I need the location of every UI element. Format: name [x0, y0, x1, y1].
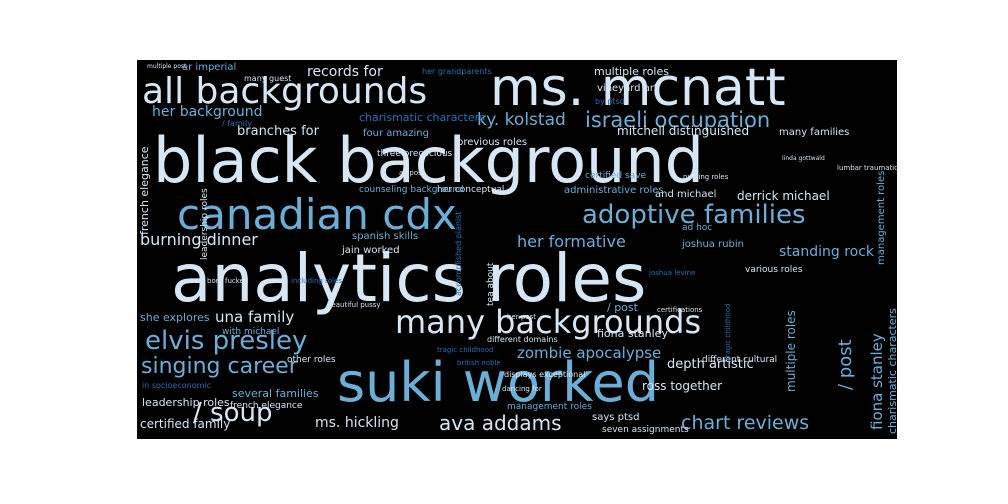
word-four-grandchildren: linda gottwald	[782, 155, 825, 162]
word-british-noble: certifications	[657, 306, 703, 314]
word-black-background: black background	[153, 124, 704, 197]
word-mitchell-distinguished: mitchell distinguished	[617, 124, 750, 138]
word-ms-hickling: ms. hickling	[315, 415, 399, 431]
word-spanish-skills: and michael	[655, 189, 717, 200]
word-ms-mcnatt: ms. mcnatt	[490, 60, 786, 118]
word-certified-family: certified family	[140, 417, 231, 431]
word-ms-susannah: multiple post	[147, 63, 187, 70]
word-all-ages: british noble	[457, 359, 501, 367]
word-joshua-levine: nursing roles	[683, 173, 729, 181]
word-many-families: multiple roles	[594, 65, 669, 78]
word-counseling-background: different domains	[487, 335, 558, 344]
word-leadership-roles: leadership roles	[200, 188, 210, 260]
word-nursing-roles: by ptsd	[595, 97, 625, 106]
word-derrick-michael: derrick michael	[737, 189, 830, 203]
word-tea-about: tea about	[486, 262, 496, 306]
word-different-domains: various roles	[745, 265, 803, 275]
word-lumbar-traumatic: including roles	[291, 277, 343, 285]
word-in-socioeconomic: with michael	[222, 327, 280, 337]
word-lovely-asian: tragic childhood	[437, 346, 494, 354]
word-branches-for: branches for	[237, 124, 319, 139]
word-four-amazing: fiona stanley	[597, 327, 668, 340]
word-vineyard-art: / post	[607, 301, 638, 314]
word-seven-assignments: previous roles	[457, 137, 528, 148]
word-several-families: several families	[232, 387, 319, 400]
word-elvis-presley: elvis presley	[145, 326, 308, 356]
word-soup: / soup	[193, 398, 273, 428]
word-cloud: analytics roles black background ms. mcn…	[137, 60, 897, 439]
word-accomplished-pianist: accomplished pianist	[454, 211, 463, 297]
word-three-precocious: different cultural	[702, 355, 778, 365]
word-ky-kolstad: ky. kolstad	[477, 110, 566, 130]
word-different-cultural: ar imperial	[182, 62, 237, 73]
word-french-elegance: french elegance	[138, 146, 151, 235]
word-many-backgrounds: many backgrounds	[395, 303, 702, 341]
word-canadian-cdx: canadian cdx	[177, 190, 457, 239]
word-all-post: administrative roles	[564, 185, 664, 196]
word-management-roles: management roles	[876, 170, 887, 265]
word-linda-gottwald: bore fucked	[207, 277, 249, 285]
word-previous-roles: charismatic characters	[359, 111, 485, 124]
word-charismatic-characters: charismatic characters	[886, 308, 897, 434]
word-tragic-childhood: tragic childhood	[724, 303, 732, 360]
word-her-grandparents: her conceptual	[437, 185, 505, 195]
word-including-roles: many guest	[244, 74, 292, 83]
word-ad-hoc: leadership roles	[142, 396, 230, 409]
word-her-conceptual: other roles	[287, 355, 336, 365]
word-miller-family: joshua levine	[649, 269, 696, 277]
word-una-family: una family	[215, 308, 295, 326]
word-standing-rock: standing rock	[779, 244, 875, 260]
word-multiple-roles: multiple roles	[784, 310, 798, 392]
word-other-roles: joshua rubin	[682, 239, 745, 250]
word-certifications: / family	[222, 119, 252, 128]
word-by-ptsd: three precocious	[377, 149, 453, 159]
word-singing-career: singing career	[141, 354, 298, 379]
word-with-michael: spanish skills	[352, 231, 419, 242]
word-beautiful-pussy: all post	[399, 169, 425, 177]
word-many-guest: counseling background	[359, 185, 464, 195]
word-israeli-occupation: israeli occupation	[585, 108, 771, 132]
word-zombie-apocalypse: zombie apocalypse	[517, 344, 662, 362]
word-post: / post	[835, 339, 856, 390]
word-ava-addams: ava addams	[439, 411, 562, 435]
word-various-roles: seven assignments	[602, 425, 689, 435]
word-burning-dinner: burning dinner	[140, 230, 258, 249]
word-records-for: records for	[307, 64, 383, 80]
word-depth-artistic: depth artistic	[667, 357, 754, 372]
word-jain-worked: management roles	[507, 402, 592, 412]
word-her-post: displays exceptional	[504, 370, 586, 379]
word-certified-save: in socioeconomic	[142, 381, 212, 390]
word-fiona-stanley: fiona stanley	[868, 333, 886, 430]
word-multiple-post: dancing for	[502, 385, 542, 393]
word-michael: lumbar traumatic	[837, 164, 897, 172]
word-dancing-for: certified save	[585, 171, 647, 181]
word-slash-family: jain worked	[342, 245, 400, 256]
word-she-explores: many families	[779, 127, 850, 138]
word-says-ptsd: four amazing	[363, 128, 429, 139]
word-with-comedian: beautiful pussy	[327, 301, 381, 309]
word-joshua-rubin: says ptsd	[592, 412, 640, 423]
word-chart-reviews: chart reviews	[681, 412, 810, 434]
word-ross-together: ross together	[642, 379, 723, 393]
word-administrative-roles: french elegance	[230, 401, 303, 411]
word-all-backgrounds: all backgrounds	[142, 71, 428, 112]
word-analytics-roles: analytics roles	[171, 240, 647, 317]
word-ar-imperial: she explores	[140, 311, 210, 324]
word-displays-exceptional: ad hoc	[682, 223, 713, 233]
word-around-premier: her post	[507, 313, 536, 321]
word-adoptive-families: adoptive families	[582, 200, 806, 230]
word-bore-fucked: her grandparents	[422, 67, 492, 76]
word-suki-worked: suki worked	[337, 351, 660, 414]
word-her-background: her background	[152, 104, 263, 120]
word-and-michael: vineyard art	[597, 83, 658, 94]
word-her-formative: her formative	[517, 232, 626, 251]
